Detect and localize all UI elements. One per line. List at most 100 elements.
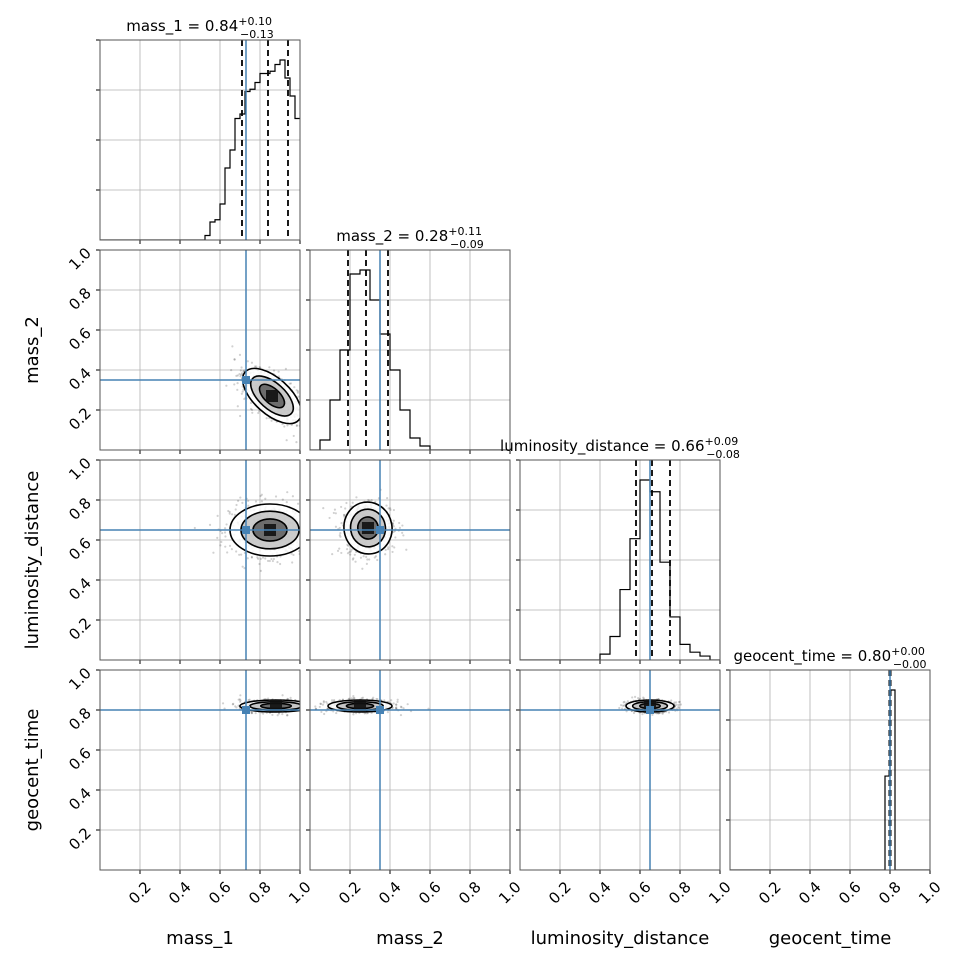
sample-point	[228, 510, 231, 514]
sample-point	[385, 504, 388, 507]
sample-point	[346, 552, 350, 555]
sample-point	[661, 711, 665, 714]
sample-point	[349, 553, 352, 556]
sample-point	[328, 516, 331, 520]
sample-point	[243, 397, 246, 401]
sample-point	[365, 555, 368, 559]
y-tick-label: 0.2	[65, 824, 95, 854]
sample-point	[303, 524, 305, 526]
sample-point	[348, 697, 351, 700]
x-tick-label: 0.8	[455, 878, 485, 908]
sample-point	[304, 710, 306, 712]
sample-point	[626, 700, 629, 703]
sample-point	[261, 556, 265, 559]
joint-panel-luminosity_distance-geocent_time	[516, 669, 721, 874]
sample-point	[376, 698, 379, 701]
sample-point	[233, 358, 236, 361]
sample-point	[283, 425, 286, 428]
sample-point	[272, 557, 275, 561]
sample-point	[303, 706, 305, 708]
sample-point	[285, 439, 288, 442]
marginal-title-geocent_time: geocent_time = 0.80+0.00 −0.00	[733, 645, 926, 671]
title-lower-error: −0.00	[893, 658, 927, 671]
truth-marker	[646, 706, 654, 714]
sample-point	[251, 411, 254, 414]
sample-point	[259, 366, 262, 369]
sample-point	[398, 521, 401, 525]
sample-point	[304, 527, 306, 529]
sample-point	[257, 411, 260, 415]
sample-point	[240, 392, 243, 395]
joint-clip-group	[310, 460, 510, 660]
x-tick-label: 0.6	[415, 878, 445, 908]
sample-point	[321, 707, 323, 709]
sample-point	[390, 699, 393, 702]
sample-point	[250, 555, 253, 559]
sample-point	[296, 390, 300, 393]
sample-point	[350, 548, 353, 551]
sample-point	[359, 556, 363, 559]
sample-point	[395, 706, 398, 709]
title-lower-error: −0.09	[450, 238, 484, 251]
sample-point	[306, 515, 308, 517]
sample-point	[633, 695, 637, 698]
sample-point	[264, 497, 267, 500]
sample-point	[288, 382, 291, 385]
marginal-title-mass_1: mass_1 = 0.84+0.10 −0.13	[126, 15, 273, 41]
sample-point	[307, 704, 309, 706]
sample-point	[223, 527, 227, 530]
sample-point	[326, 702, 329, 705]
sample-point	[303, 708, 305, 710]
sample-point	[286, 714, 289, 717]
sample-point	[266, 559, 270, 563]
sample-point	[303, 530, 305, 532]
sample-point	[345, 548, 349, 551]
sample-point	[395, 703, 398, 706]
sample-point	[353, 697, 356, 700]
sample-point	[318, 428, 320, 430]
sample-point	[301, 525, 303, 527]
y-tick-label: 0.4	[65, 364, 95, 394]
sample-point	[230, 369, 233, 372]
sample-point	[325, 700, 328, 704]
x-tick-label: 0.6	[835, 878, 865, 908]
sample-point	[345, 501, 348, 505]
sample-point	[302, 701, 304, 703]
sample-point	[339, 535, 342, 538]
sample-point	[303, 704, 305, 706]
sample-point	[316, 533, 318, 535]
y-tick-label: 0.6	[65, 534, 95, 564]
sample-point	[307, 521, 309, 523]
sample-point	[319, 702, 323, 705]
sample-point	[276, 714, 279, 717]
sample-point	[254, 711, 257, 715]
y-axis-label-geocent_time: geocent_time	[22, 709, 43, 832]
joint-clip-group	[100, 670, 323, 870]
sample-point	[311, 706, 313, 708]
sample-point	[677, 706, 681, 710]
sample-point	[239, 694, 242, 697]
title-value: geocent_time = 0.80	[733, 647, 891, 666]
sample-point	[310, 406, 312, 408]
histogram-mass_1	[100, 59, 300, 240]
sample-point	[348, 550, 351, 554]
axes-frame	[99, 249, 301, 451]
sample-point	[352, 694, 355, 698]
x-tick-label: 0.2	[125, 878, 155, 908]
sample-point	[237, 499, 240, 502]
sample-point	[621, 707, 624, 710]
sample-point	[300, 512, 302, 514]
joint-panel-mass_2-luminosity_distance	[306, 459, 511, 664]
sample-point	[240, 372, 244, 375]
sample-point	[300, 523, 302, 525]
sample-point	[368, 558, 371, 561]
sample-point	[673, 701, 676, 704]
sample-point	[301, 705, 303, 707]
sample-point	[392, 508, 395, 512]
sample-point	[306, 706, 308, 708]
sample-point	[295, 424, 298, 427]
x-tick-label: 1.0	[285, 878, 315, 908]
sample-point	[240, 366, 243, 369]
sample-point	[259, 569, 262, 572]
